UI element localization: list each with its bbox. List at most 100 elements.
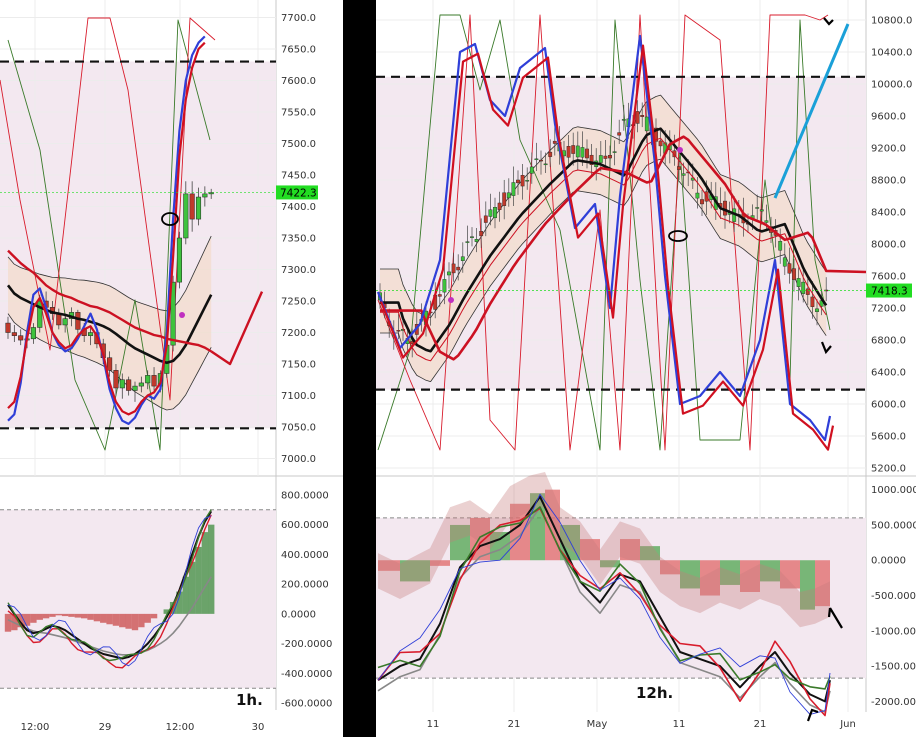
candle-body	[815, 308, 819, 312]
osc-tick-label: 600.0000	[281, 520, 329, 531]
last-price-badge	[866, 283, 912, 298]
osc-histogram-bar	[163, 609, 170, 614]
osc-tick-label: -200.0000	[281, 639, 332, 650]
x-tick-label: 30	[252, 722, 265, 733]
osc-histogram-bar	[580, 539, 600, 561]
osc-histogram-bar	[800, 560, 815, 610]
candle-body	[543, 163, 548, 166]
candle-body	[677, 166, 681, 170]
osc-tick-label: 1000.0000	[871, 485, 916, 496]
candle-body	[470, 236, 474, 238]
osc-histogram-bar	[201, 532, 209, 614]
candle-body	[520, 175, 525, 187]
candle-body	[56, 313, 62, 326]
bollinger-band-fill	[8, 236, 212, 411]
candle-body	[75, 312, 81, 330]
osc-histogram-bar	[600, 560, 620, 568]
candle-body	[700, 199, 704, 205]
candle-body	[145, 375, 151, 384]
y-tick-label: 6400.0	[871, 368, 906, 379]
candle-body	[511, 182, 516, 196]
osc-tick-label: 400.0000	[281, 550, 329, 561]
candle-body	[396, 330, 401, 332]
candle-body	[132, 385, 138, 391]
osc-histogram-bar	[100, 613, 107, 623]
osc-histogram-bar	[61, 613, 69, 617]
band-upper-line	[7, 235, 212, 312]
candle-body	[107, 357, 113, 371]
osc-histogram-bar	[30, 613, 37, 623]
moving-average-thin-red	[380, 137, 827, 362]
y-tick-label: 7500.0	[281, 139, 316, 150]
x-tick-label: 29	[99, 722, 112, 733]
y-tick-label: 5600.0	[871, 432, 906, 443]
candle-body	[589, 154, 594, 165]
candle-body	[119, 379, 125, 389]
candle-body	[672, 150, 677, 158]
y-tick-label: 7350.0	[281, 234, 316, 245]
oscillator-panel-1h: -600.0000 -400.0000 -200.0000 0.0000 200.000…	[0, 490, 332, 710]
annotation-circle	[161, 212, 179, 226]
osc-cloud-fill	[378, 472, 830, 628]
y-tick-label: 7400.0	[281, 202, 316, 213]
osc-histogram-bar	[112, 613, 120, 626]
osc-histogram-bar	[119, 613, 126, 628]
crossover-marker	[179, 312, 185, 318]
osc-histogram-bar	[131, 613, 139, 631]
timeframe-label-12h: 12h.	[636, 684, 673, 702]
osc-histogram-bar	[138, 613, 145, 628]
hand-drawn-mark	[823, 17, 834, 26]
y-tick-label: 7100.0	[281, 391, 316, 402]
moving-average-black	[380, 127, 828, 353]
osc-histogram-bar	[93, 613, 101, 622]
y-tick-label: 7600.0	[281, 76, 316, 87]
candle-body	[723, 200, 727, 216]
candle-body	[465, 241, 470, 243]
x-tick-label: 11	[427, 719, 440, 730]
trendline-annotation	[773, 23, 850, 199]
osc-tick-label: 0.0000	[871, 556, 906, 567]
candle-body	[437, 294, 442, 297]
y-tick-label: 6000.0	[871, 400, 906, 411]
candle-body	[202, 193, 208, 198]
y-tick-label: 7700.0	[281, 13, 316, 24]
candle-body	[782, 257, 787, 267]
candle-body	[552, 140, 557, 144]
stoch-red-line	[0, 17, 216, 401]
x-tick-label: 21	[754, 719, 767, 730]
osc-histogram-bar	[49, 613, 56, 617]
x-tick-label: May	[587, 719, 608, 730]
band-lower-line	[380, 158, 827, 383]
candle-body	[787, 263, 792, 274]
osc-histogram-bar	[400, 560, 430, 582]
hand-drawn-arrow	[806, 708, 819, 722]
candle-body	[18, 335, 24, 341]
candle-body	[502, 192, 507, 206]
osc-tick-label: 500.0000	[871, 520, 916, 531]
y-tick-label: 7150.0	[281, 360, 316, 371]
moving-average-black	[6, 284, 213, 365]
candle-body	[151, 375, 157, 387]
candle-body	[539, 159, 543, 162]
y-tick-label: 6800.0	[871, 336, 906, 347]
stoch-green-line	[7, 19, 211, 451]
osc-blue-line	[377, 493, 831, 715]
osc-histogram-bar	[640, 546, 660, 561]
candle-body	[474, 239, 479, 242]
osc-histogram-bar	[81, 613, 88, 619]
osc-tick-label: 0.0000	[281, 609, 316, 620]
x-tick-label: 12:00	[166, 722, 195, 733]
price-panel-1h: 7000.0 7050.0 7100.0 7150.0 7200.0 7250.0 7300…	[0, 0, 318, 733]
crossover-marker	[448, 297, 454, 303]
osc-histogram-bar	[208, 524, 215, 614]
candle-body	[447, 271, 451, 276]
candle-body	[801, 281, 806, 294]
y-tick-label: 10800.0	[871, 16, 912, 27]
candle-body	[658, 140, 663, 147]
candle-body	[456, 266, 461, 271]
osc-histogram-bar	[87, 613, 94, 620]
moving-average-red-projection	[210, 291, 264, 366]
moving-average-red	[7, 249, 212, 353]
candle-body	[442, 279, 447, 293]
candle-body	[764, 220, 769, 223]
